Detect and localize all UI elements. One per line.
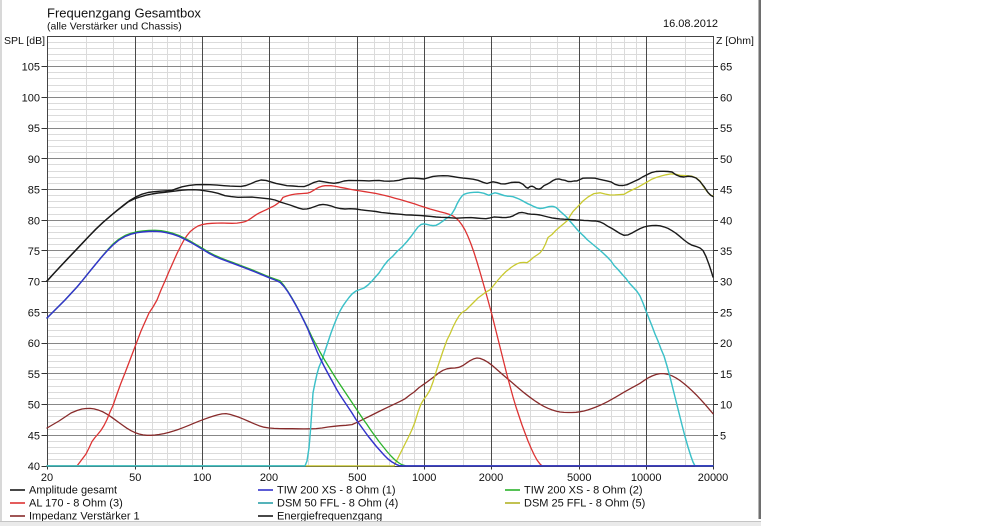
svg-text:65: 65 <box>28 307 40 319</box>
svg-text:Energiefrequenzgang: Energiefrequenzgang <box>277 511 382 523</box>
svg-text:5: 5 <box>720 430 726 442</box>
svg-text:500: 500 <box>348 472 366 484</box>
svg-text:Frequenzgang Gesamtbox: Frequenzgang Gesamtbox <box>47 6 201 21</box>
svg-text:(alle Verstärker und Chassis): (alle Verstärker und Chassis) <box>47 21 182 33</box>
svg-text:25: 25 <box>720 307 732 319</box>
svg-text:75: 75 <box>28 246 40 258</box>
svg-text:50: 50 <box>720 154 732 166</box>
svg-text:15: 15 <box>720 369 732 381</box>
svg-text:Impedanz Verstärker 1: Impedanz Verstärker 1 <box>29 511 140 523</box>
svg-text:50: 50 <box>28 400 40 412</box>
svg-text:40: 40 <box>720 215 732 227</box>
svg-text:DSM 25 FFL - 8 Ohm (5): DSM 25 FFL - 8 Ohm (5) <box>524 498 645 510</box>
svg-text:55: 55 <box>28 369 40 381</box>
svg-text:200: 200 <box>260 472 278 484</box>
svg-text:85: 85 <box>28 185 40 197</box>
svg-text:20: 20 <box>41 472 53 484</box>
svg-text:1000: 1000 <box>412 472 436 484</box>
svg-text:70: 70 <box>28 277 40 289</box>
svg-text:35: 35 <box>720 246 732 258</box>
svg-text:80: 80 <box>28 215 40 227</box>
svg-text:55: 55 <box>720 123 732 135</box>
svg-text:TIW 200 XS - 8 Ohm (2): TIW 200 XS - 8 Ohm (2) <box>524 485 643 497</box>
svg-text:100: 100 <box>193 472 211 484</box>
svg-text:SPL [dB]: SPL [dB] <box>4 35 45 47</box>
svg-text:20: 20 <box>720 338 732 350</box>
svg-text:TIW 200 XS - 8 Ohm (1): TIW 200 XS - 8 Ohm (1) <box>277 485 396 497</box>
svg-text:30: 30 <box>720 277 732 289</box>
svg-text:50: 50 <box>129 472 141 484</box>
svg-text:10: 10 <box>720 400 732 412</box>
svg-text:2000: 2000 <box>479 472 503 484</box>
svg-text:60: 60 <box>720 92 732 104</box>
svg-text:45: 45 <box>720 185 732 197</box>
svg-text:95: 95 <box>28 123 40 135</box>
svg-text:20000: 20000 <box>698 472 729 484</box>
svg-text:105: 105 <box>22 62 40 74</box>
svg-text:65: 65 <box>720 62 732 74</box>
svg-text:60: 60 <box>28 338 40 350</box>
svg-text:AL 170 - 8 Ohm (3): AL 170 - 8 Ohm (3) <box>29 498 123 510</box>
svg-text:40: 40 <box>28 461 40 473</box>
svg-text:Amplitude gesamt: Amplitude gesamt <box>29 485 117 497</box>
svg-text:45: 45 <box>28 430 40 442</box>
svg-text:5000: 5000 <box>567 472 591 484</box>
svg-text:100: 100 <box>22 92 40 104</box>
svg-text:16.08.2012: 16.08.2012 <box>663 18 718 30</box>
svg-text:10000: 10000 <box>631 472 662 484</box>
svg-text:DSM 50 FFL - 8 Ohm (4): DSM 50 FFL - 8 Ohm (4) <box>277 498 398 510</box>
svg-text:90: 90 <box>28 154 40 166</box>
svg-text:Z [Ohm]: Z [Ohm] <box>716 35 754 47</box>
